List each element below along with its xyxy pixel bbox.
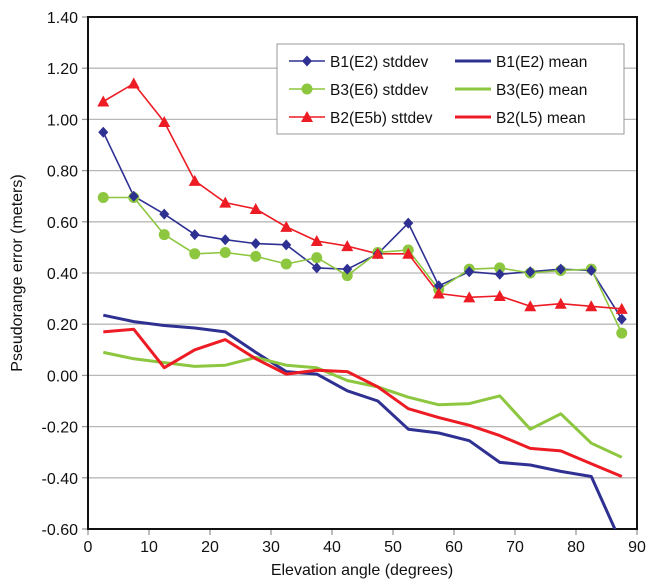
legend-item: B1(E2) mean (455, 54, 587, 71)
data-point (189, 248, 201, 260)
y-tick-label: 0.60 (47, 215, 78, 232)
marker-group (97, 77, 628, 339)
data-point (189, 229, 200, 241)
data-point (159, 208, 170, 220)
series-line-b1-e2-mean (102, 313, 617, 529)
legend-label: B3(E6) stddev (330, 82, 428, 99)
x-tick-label: 60 (445, 539, 463, 556)
legend-label: B1(E2) stddev (330, 54, 428, 71)
data-point (128, 190, 139, 202)
y-axis-title: Pseudorange error (meters) (9, 174, 26, 371)
y-tick-label: 0.00 (47, 368, 78, 385)
data-point (250, 238, 261, 250)
data-point (249, 203, 262, 214)
legend-marker (302, 55, 312, 67)
data-point (371, 247, 384, 259)
data-point (494, 262, 506, 274)
legend-item: B1(E2) stddev (289, 54, 428, 71)
data-point (403, 217, 414, 229)
x-tick-label: 30 (262, 539, 280, 556)
data-point (127, 77, 140, 89)
data-point (586, 264, 597, 276)
legend-label: B1(E2) mean (496, 54, 587, 71)
legend: B1(E2) stddev B1(E2) mean B3(E6) stddev B3(… (276, 43, 625, 135)
data-point (97, 95, 110, 107)
data-point (555, 263, 566, 275)
series-line-b3-e6-mean (102, 350, 623, 459)
x-tick-label: 70 (506, 539, 524, 556)
legend-box (276, 43, 625, 135)
y-tick-label: 1.00 (47, 112, 78, 129)
legend-item: B3(E6) mean (455, 82, 587, 99)
legend-item: B2(E5b) sttdev (289, 110, 433, 127)
data-point (342, 263, 353, 275)
gridlines (88, 67, 637, 479)
data-point (220, 234, 231, 246)
y-tick-label: -0.40 (42, 471, 79, 488)
x-tick-label: 90 (628, 539, 646, 556)
data-point (402, 247, 415, 259)
series-line-b2-l5-mean (103, 327, 623, 478)
data-point (432, 287, 445, 299)
data-point (97, 191, 109, 203)
x-tick-label: 50 (384, 539, 402, 556)
data-point (554, 297, 567, 309)
series-line-b3-e6-stddev (103, 196, 623, 334)
data-point (525, 266, 536, 278)
legend-label: B2(L5) mean (496, 110, 586, 127)
data-point (341, 240, 354, 252)
legend-item: B3(E6) stddev (289, 82, 428, 99)
data-point (280, 258, 292, 270)
data-point (98, 126, 109, 138)
x-axis-title: Elevation angle (degrees) (271, 562, 453, 579)
data-point (250, 250, 262, 262)
data-point (585, 300, 598, 312)
data-point (280, 220, 293, 232)
data-point (219, 196, 232, 208)
x-tick-label: 10 (140, 539, 158, 556)
legend-item: B2(L5) mean (455, 110, 586, 127)
data-point (433, 280, 444, 292)
y-tick-label: 1.40 (47, 10, 78, 27)
series-group (102, 82, 623, 529)
legend-label: B3(E6) mean (496, 82, 587, 99)
x-tick-label: 80 (567, 539, 585, 556)
legend-label: B2(E5b) sttdev (330, 110, 433, 127)
data-point (616, 327, 628, 339)
data-point (158, 229, 170, 241)
data-point (494, 268, 505, 280)
y-tick-label: -0.60 (42, 522, 79, 539)
data-point (158, 115, 171, 127)
data-point (615, 302, 628, 314)
x-tick-label: 20 (201, 539, 219, 556)
y-tick-label: 1.20 (47, 61, 78, 78)
series-line-b2-e5b-sttdev (102, 82, 622, 310)
series-line-b1-e2-stddev (102, 131, 623, 320)
data-point (463, 291, 476, 303)
legend-marker (301, 111, 313, 122)
y-tick-label: -0.20 (42, 420, 79, 437)
data-point (281, 239, 292, 251)
data-point (310, 235, 323, 246)
data-point (493, 290, 506, 302)
data-point (311, 262, 322, 274)
data-point (188, 174, 201, 186)
y-tick-label: 0.20 (47, 317, 78, 334)
data-point (219, 247, 231, 259)
data-point (341, 270, 353, 282)
data-point (524, 300, 537, 312)
x-tick-label: 0 (84, 539, 93, 556)
data-point (616, 313, 627, 325)
axes: 1.40 1.20 1.00 0.80 0.60 0.40 0.20 0.00 -0.20 -0.… (42, 10, 646, 556)
y-tick-label: 0.40 (47, 266, 78, 283)
data-point (311, 252, 323, 264)
plot-area-frame (87, 16, 638, 530)
data-point (464, 266, 475, 278)
y-tick-label: 0.80 (47, 164, 78, 181)
x-tick-label: 40 (323, 539, 341, 556)
legend-marker (301, 83, 313, 95)
